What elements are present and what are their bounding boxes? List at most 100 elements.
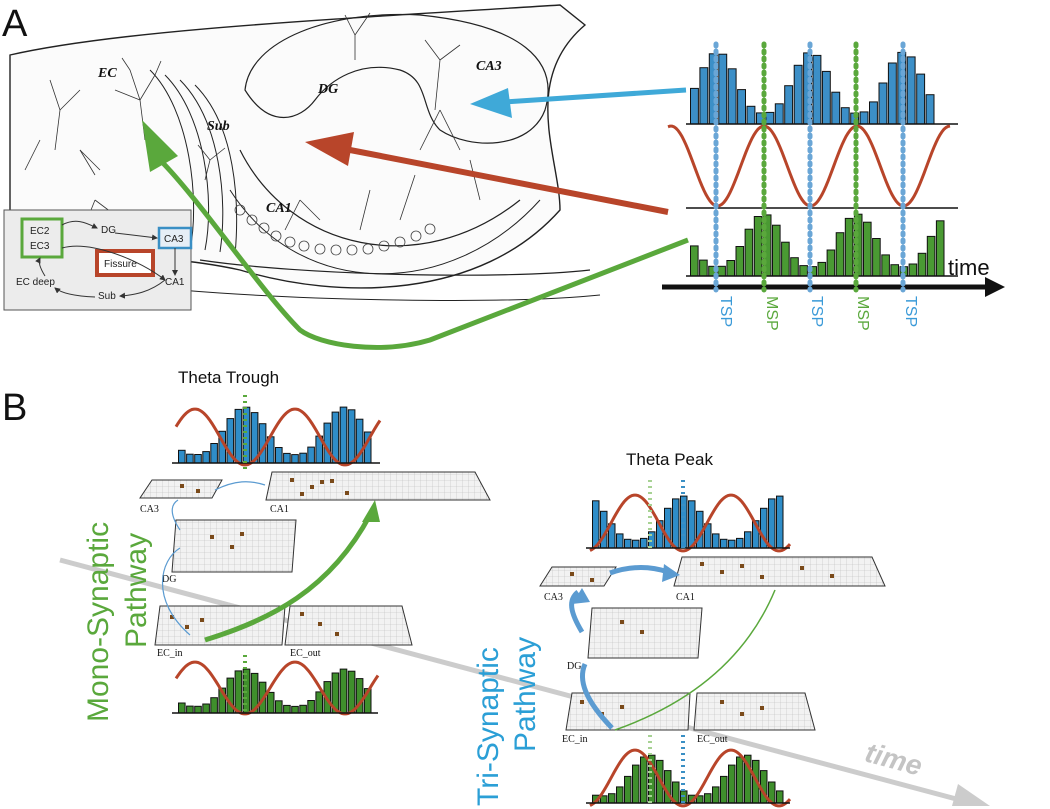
ec-histogram-bar <box>690 245 699 277</box>
grid-label-ecin-right: EC_in <box>562 734 588 745</box>
grid-label-ca1-right: CA1 <box>676 592 695 603</box>
grid-ca1-left <box>265 471 491 501</box>
ca3-histogram-bar <box>718 53 728 125</box>
time-label-a: time <box>948 255 990 280</box>
phase-dotted-lines <box>713 41 906 293</box>
inset-ca1: CA1 <box>165 277 185 288</box>
inset-ec3: EC3 <box>30 241 50 252</box>
peak-histogram-bar <box>728 539 736 549</box>
trough-histogram-bar <box>347 409 356 464</box>
trough-theta-bottom <box>174 660 380 716</box>
ca3-histogram-bar <box>925 94 935 125</box>
tri-synaptic-label: Tri-Synaptic Pathway <box>472 637 542 806</box>
tri-mono-thin-arrow <box>614 589 776 731</box>
panel-a-plots: time TSP MSP TSP MSP TSP <box>662 41 1005 331</box>
peak-bottom-bar <box>608 793 616 804</box>
trough-theta-top <box>174 407 382 467</box>
trough-bottom-bar <box>315 691 323 714</box>
peak-histogram-bar <box>768 498 776 549</box>
peak-bottom-bar <box>632 764 640 804</box>
ca3-histogram-bar <box>746 105 756 125</box>
peak-bottom-bar <box>704 793 712 804</box>
trough-bottom-bar <box>234 670 243 714</box>
trough-bottom-bar <box>291 705 299 714</box>
trough-histogram-bar <box>307 446 315 464</box>
trough-bottom-bar <box>347 670 356 714</box>
peak-bottom-bar <box>776 790 784 804</box>
grid-label-ca3-right: CA3 <box>544 592 563 603</box>
grid-label-dg-right: DG <box>567 661 581 672</box>
ec-histogram-bar <box>935 220 945 277</box>
peak-bottom-bar <box>712 786 720 804</box>
ca3-histogram-bar <box>887 62 897 125</box>
trough-histogram-bar <box>339 406 348 464</box>
inset-diagram: EC2 EC3 DG CA3 Fissure CA1 Sub EC deep <box>3 209 193 311</box>
peak-histogram-bar <box>672 498 680 549</box>
trough-bottom-bar <box>194 705 202 714</box>
inset-fissure: Fissure <box>104 259 137 270</box>
trough-bottom-bar <box>186 705 194 714</box>
ca3-histogram-bar <box>774 103 784 125</box>
phase-labels: TSP MSP TSP MSP TSP <box>717 296 919 331</box>
ca3-histogram-bar <box>831 91 841 125</box>
ec-histogram-bar <box>772 224 781 277</box>
region-labels: EC DG CA3 Sub CA1 <box>97 59 502 216</box>
trough-bottom-bar <box>178 702 186 714</box>
ec-histogram-bar <box>872 238 881 277</box>
tri-label-line2: Pathway <box>509 637 542 752</box>
ec-arrow <box>158 158 689 350</box>
ca3-histogram-bar <box>699 67 709 125</box>
region-label-sub: Sub <box>207 119 230 134</box>
trough-histogram-bottom <box>178 668 372 714</box>
ca3-histogram-bar <box>765 111 775 125</box>
ec-histogram-bar <box>826 249 836 277</box>
grid-ecout-left <box>284 605 413 646</box>
trough-histogram-bar <box>194 454 202 464</box>
mono-label-line1: Mono-Synaptic <box>82 522 115 722</box>
theta-trough-title: Theta Trough <box>178 368 279 387</box>
ca3-histogram-bar <box>727 68 737 125</box>
peak-bottom-bar <box>720 775 728 804</box>
ca3-histogram-bar <box>690 87 699 125</box>
peak-bottom-bar <box>640 756 648 804</box>
ca3-histogram-bar <box>737 89 746 125</box>
trough-bottom-bar <box>299 704 307 714</box>
trough-histogram-bar <box>242 406 251 464</box>
tri-ca3-ca1-arrow <box>609 565 669 576</box>
ec-histogram-bar <box>717 265 726 277</box>
peak-histogram-bar <box>712 533 720 549</box>
panel-b-label: B <box>2 387 27 429</box>
region-label-ca1: CA1 <box>266 201 292 216</box>
trough-bottom-bar <box>202 703 210 714</box>
ec-histogram-bar <box>781 241 790 277</box>
ca3-histogram-bar <box>906 56 916 125</box>
grid-dg-right <box>587 607 703 659</box>
trough-histogram-bar <box>291 454 299 464</box>
trough-histogram-bar <box>178 449 186 464</box>
region-label-dg: DG <box>317 82 338 97</box>
ca3-histogram-bar <box>821 70 831 125</box>
ca3-arrow <box>504 87 687 105</box>
ec-histogram <box>690 213 945 277</box>
grid-ca1-right <box>673 556 886 587</box>
grid-label-ca3-left: CA3 <box>140 504 159 515</box>
ec-histogram-bar <box>753 216 763 277</box>
phase-label-tsp-1: TSP <box>717 296 734 327</box>
peak-histogram-bar <box>592 500 600 549</box>
fissure-arrow <box>349 147 669 215</box>
inset-ec-deep: EC deep <box>16 277 55 288</box>
ca3-histogram-bar <box>859 111 869 125</box>
ca3-histogram-bar <box>784 85 794 125</box>
grid-ecin-left <box>154 605 286 646</box>
mono-label-line2: Pathway <box>120 533 153 648</box>
peak-histogram-bar <box>720 538 728 549</box>
ec-histogram-bar <box>726 260 736 277</box>
ca3-histogram-bar <box>812 54 822 125</box>
peak-histogram-bar <box>632 539 640 549</box>
phase-label-msp-2: MSP <box>854 296 871 331</box>
phase-label-tsp-2: TSP <box>808 296 825 327</box>
peak-histogram-bar <box>640 537 648 549</box>
grid-label-ecout-right: EC_out <box>697 734 728 745</box>
grid-ecout-right <box>693 692 816 731</box>
